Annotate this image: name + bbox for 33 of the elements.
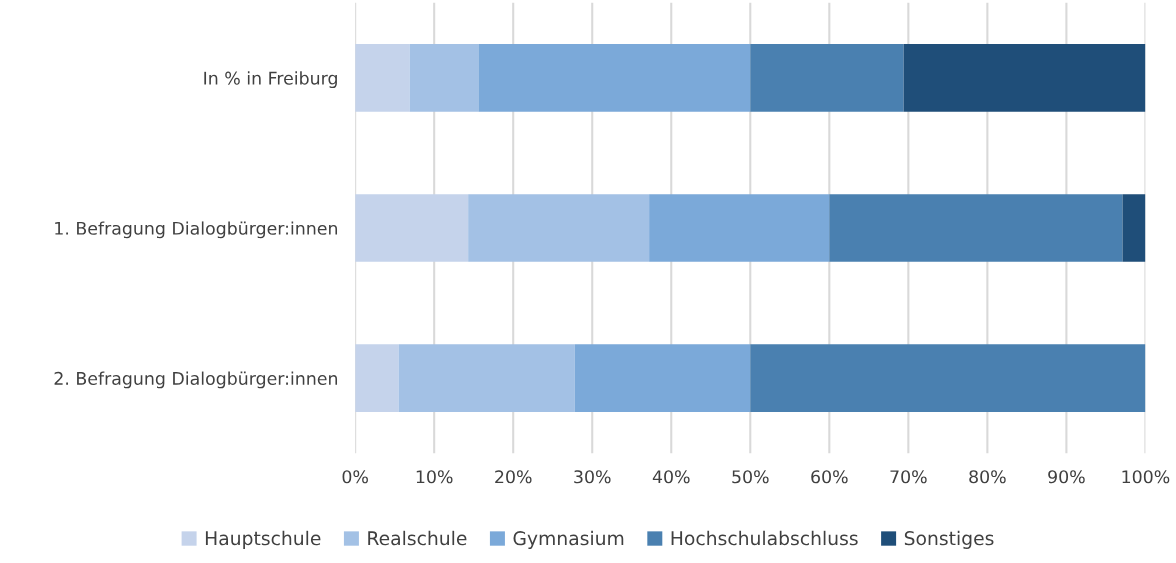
bar	[750, 344, 1146, 412]
x-tick-label: 100%	[1122, 470, 1170, 484]
bar	[355, 44, 410, 112]
y-tick-label: 2. Befragung Dialogbürger:innen	[54, 371, 338, 389]
x-tick-label: 20%	[495, 470, 532, 484]
y-tick-label: In % in Freiburg	[204, 71, 337, 89]
x-tick-label: 40%	[652, 470, 690, 484]
x-tick-label: 30%	[574, 470, 611, 484]
x-tick-label: 60%	[811, 470, 848, 484]
bar	[750, 44, 904, 112]
legend-label: Hauptschule	[205, 530, 321, 549]
bar	[398, 344, 575, 412]
bar	[829, 194, 1123, 262]
bar	[649, 194, 830, 262]
bar	[468, 194, 650, 262]
bar	[355, 194, 469, 262]
x-tick-label: 90%	[1048, 470, 1085, 484]
bar	[574, 344, 751, 412]
bar	[903, 44, 1146, 112]
bar	[478, 44, 751, 112]
x-tick-label: 80%	[969, 470, 1006, 484]
legend-label: Gymnasium	[513, 530, 624, 549]
bar	[409, 44, 479, 112]
legend-label: Hochschulabschluss	[671, 530, 858, 546]
x-tick-label: 50%	[732, 470, 769, 484]
legend-label: Sonstiges	[904, 530, 994, 549]
x-tick-label: 0%	[342, 470, 368, 484]
bar	[1122, 194, 1146, 262]
y-tick-label: 1. Befragung Dialogbürger:innen	[55, 221, 338, 239]
x-tick-label: 10%	[416, 470, 453, 484]
bar	[355, 344, 399, 412]
legend-label: Realschule	[368, 530, 467, 546]
x-tick-label: 70%	[890, 470, 927, 484]
